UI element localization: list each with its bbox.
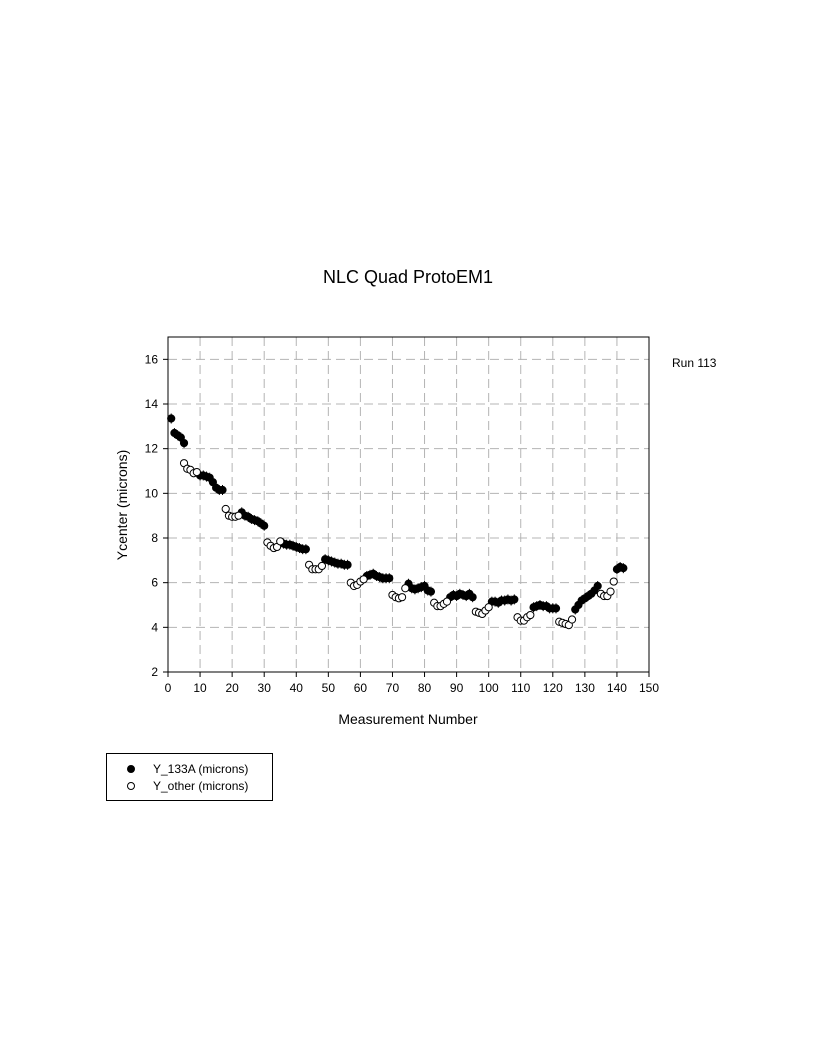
data-point-yother — [484, 603, 493, 612]
data-point-y133a — [510, 595, 519, 604]
data-point-yother — [234, 511, 243, 520]
y-tick-label: 14 — [145, 397, 159, 411]
legend-label-y133a: Y_133A (microns) — [153, 762, 249, 776]
y-tick-label: 4 — [151, 620, 158, 634]
data-point-y133a — [343, 560, 352, 569]
x-tick-label: 130 — [575, 681, 595, 695]
y-tick-label: 12 — [145, 442, 159, 456]
data-point-y133a — [218, 485, 227, 495]
data-point-y133a — [385, 574, 394, 583]
data-point-yother — [609, 577, 618, 586]
filled-circle-marker-icon — [127, 765, 135, 773]
data-point-y133a — [179, 438, 189, 448]
open-circle-marker-icon — [127, 782, 135, 790]
grid-lines — [168, 337, 649, 672]
data-point-y133a — [301, 545, 310, 554]
x-tick-label: 90 — [450, 681, 464, 695]
x-tick-label: 40 — [290, 681, 304, 695]
x-tick-label: 60 — [354, 681, 368, 695]
data-point-y133a — [593, 581, 602, 591]
legend-label-yother: Y_other (microns) — [153, 779, 249, 793]
legend-item-y133a: Y_133A (microns) — [107, 761, 272, 778]
data-point-yother — [442, 597, 452, 606]
chart-legend: Y_133A (microns) Y_other (microns) — [106, 753, 273, 801]
data-point-y133a — [167, 414, 176, 423]
data-point-yother — [192, 468, 201, 477]
data-point-yother — [526, 610, 535, 620]
x-tick-label: 70 — [386, 681, 400, 695]
x-tick-label: 80 — [418, 681, 432, 695]
data-point-yother — [317, 561, 327, 571]
data-point-yother — [221, 504, 230, 514]
run-annotation: Run 113 — [672, 356, 717, 370]
y-tick-label: 16 — [145, 352, 159, 366]
x-tick-label: 0 — [165, 681, 172, 695]
data-point-y133a — [260, 521, 269, 530]
x-tick-label: 50 — [322, 681, 336, 695]
x-tick-label: 30 — [258, 681, 272, 695]
chart-title: NLC Quad ProtoEM1 — [323, 267, 493, 287]
x-tick-label: 110 — [511, 681, 530, 695]
data-points — [167, 413, 628, 630]
y-axis-label: Ycenter (microns) — [114, 450, 130, 560]
x-tick-label: 10 — [193, 681, 207, 695]
x-tick-label: 150 — [639, 681, 659, 695]
legend-item-yother: Y_other (microns) — [107, 778, 272, 795]
y-tick-label: 6 — [151, 576, 158, 590]
y-tick-label: 2 — [151, 665, 158, 679]
plot-frame — [167, 336, 650, 673]
data-point-yother — [276, 537, 285, 546]
axis-ticks: 0 10 20 30 40 50 60 70 80 90 100 110 120 130 140 150 2 4 6… — [145, 352, 660, 695]
data-point-yother — [567, 615, 577, 624]
data-point-y133a — [619, 564, 628, 573]
data-point-yother — [359, 575, 368, 584]
x-tick-label: 20 — [225, 681, 239, 695]
data-point-yother — [397, 593, 407, 602]
y-tick-label: 10 — [145, 486, 159, 500]
x-axis-label: Measurement Number — [338, 711, 478, 727]
x-tick-label: 100 — [479, 681, 499, 695]
data-point-yother — [401, 584, 410, 593]
data-point-y133a — [551, 604, 561, 613]
data-point-y133a — [468, 593, 477, 602]
data-point-yother — [606, 587, 615, 596]
data-point-y133a — [426, 587, 436, 596]
y-tick-label: 8 — [151, 531, 158, 545]
x-tick-label: 120 — [543, 681, 563, 695]
x-tick-label: 140 — [607, 681, 627, 695]
